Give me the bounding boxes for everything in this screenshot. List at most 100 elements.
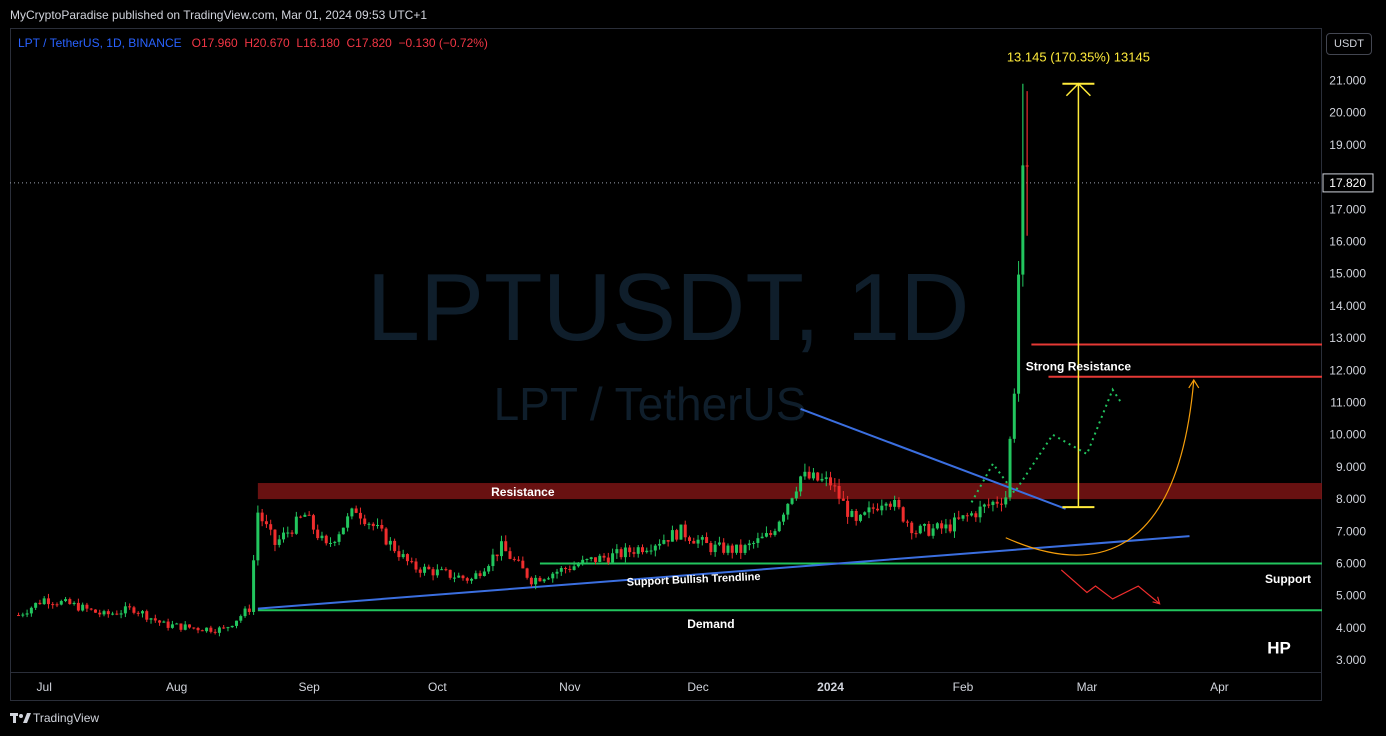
- candle-body: [807, 471, 811, 479]
- candle: [747, 539, 751, 551]
- candle-body: [739, 544, 743, 553]
- candle: [440, 566, 444, 571]
- candle: [542, 578, 546, 584]
- candle: [457, 572, 461, 578]
- candle: [867, 501, 871, 519]
- time-tick-label: Feb: [953, 680, 974, 694]
- candle: [226, 626, 230, 632]
- candle: [717, 536, 721, 547]
- candle-body: [722, 542, 726, 553]
- candle-body: [440, 569, 444, 571]
- candle: [970, 511, 974, 517]
- candle: [564, 566, 568, 574]
- candle: [470, 577, 474, 584]
- candle-body: [363, 518, 367, 525]
- candle-body: [388, 540, 392, 545]
- candle: [743, 543, 747, 556]
- candle-body: [546, 578, 550, 580]
- candle-body: [192, 627, 196, 629]
- symbol-name[interactable]: LPT / TetherUS, 1D, BINANCE: [18, 36, 182, 50]
- price-axis[interactable]: 3.000 4.000 5.000 6.000 7.000 8.000 9.000 10.00…: [1322, 41, 1374, 667]
- symbol-legend[interactable]: LPT / TetherUS, 1D, BINANCE O17.960 H20.…: [18, 36, 488, 50]
- candle: [782, 512, 786, 526]
- candle-body: [598, 555, 602, 562]
- candle: [854, 508, 858, 526]
- candle-body: [132, 607, 136, 613]
- candle: [128, 603, 132, 610]
- time-tick-label: Sep: [298, 680, 320, 694]
- publisher-bar: MyCryptoParadise published on TradingVie…: [0, 0, 1386, 28]
- candle-body: [589, 557, 593, 560]
- drawings-layer: [10, 82, 1322, 612]
- candle: [277, 535, 281, 548]
- candle-body: [747, 543, 751, 546]
- candle: [726, 543, 730, 556]
- candle: [581, 555, 585, 566]
- candle-body: [820, 478, 824, 481]
- candle-body: [277, 539, 281, 545]
- candle-body: [756, 538, 760, 543]
- candle: [752, 541, 756, 549]
- price-tick-label: 10.000: [1329, 428, 1366, 442]
- candle: [598, 553, 602, 563]
- candle-body: [376, 524, 380, 527]
- candle: [837, 478, 841, 505]
- candle-body: [901, 507, 905, 522]
- candle-body: [670, 530, 674, 542]
- candle-body: [405, 554, 409, 562]
- candle-body: [944, 524, 948, 529]
- candle: [46, 593, 50, 609]
- time-axis-frame: [10, 673, 1322, 701]
- candle-body: [230, 625, 234, 628]
- chart-pane[interactable]: [10, 28, 1322, 673]
- candle-body: [948, 524, 952, 532]
- price-tick-label: 5.000: [1336, 589, 1366, 603]
- candle-body: [21, 614, 25, 616]
- candle: [311, 513, 315, 535]
- candle: [974, 511, 978, 522]
- candle-body: [863, 512, 867, 515]
- candle: [307, 511, 311, 516]
- candle: [140, 609, 144, 618]
- candle-body: [17, 615, 21, 617]
- demand-label: Demand: [687, 617, 734, 631]
- candle-body: [841, 498, 845, 501]
- open-label: O: [191, 36, 201, 50]
- candle-body: [337, 534, 341, 542]
- candle: [115, 610, 119, 616]
- candle: [658, 539, 662, 550]
- candle-body: [1017, 274, 1021, 394]
- candle-body: [952, 517, 956, 532]
- candle-body: [465, 578, 469, 581]
- candle: [935, 522, 939, 530]
- candle-body: [427, 566, 431, 570]
- time-tick-label: Oct: [428, 680, 447, 694]
- candle-body: [688, 537, 692, 541]
- candle-body: [140, 611, 144, 614]
- change-value: −0.130 (−0.72%): [398, 36, 488, 50]
- tradingview-brand: TradingView: [33, 711, 100, 725]
- measure-label: 13.145 (170.35%) 13145: [1007, 50, 1150, 65]
- candle-body: [525, 568, 529, 578]
- candle-body: [34, 602, 38, 608]
- candle: [200, 629, 204, 632]
- candle: [576, 562, 580, 568]
- bearish-arrowhead: [1152, 596, 1161, 605]
- candle-body: [764, 533, 768, 537]
- candle: [42, 596, 46, 605]
- candle: [794, 486, 798, 501]
- candle-body: [593, 557, 597, 562]
- currency-button[interactable]: USDT: [1326, 33, 1372, 55]
- time-axis[interactable]: Jul Aug Sep Oct Nov Dec 2024 Feb Mar Apr: [37, 680, 1229, 694]
- candle: [952, 512, 956, 538]
- candle-body: [696, 539, 700, 544]
- candle: [358, 507, 362, 525]
- trendline-label: Support Bullish Trendline: [627, 571, 761, 589]
- candle-body: [401, 554, 405, 558]
- candle: [59, 599, 63, 606]
- candle-body: [491, 554, 495, 567]
- candle: [487, 564, 491, 574]
- candle-body: [252, 560, 256, 612]
- candle-body: [713, 544, 717, 553]
